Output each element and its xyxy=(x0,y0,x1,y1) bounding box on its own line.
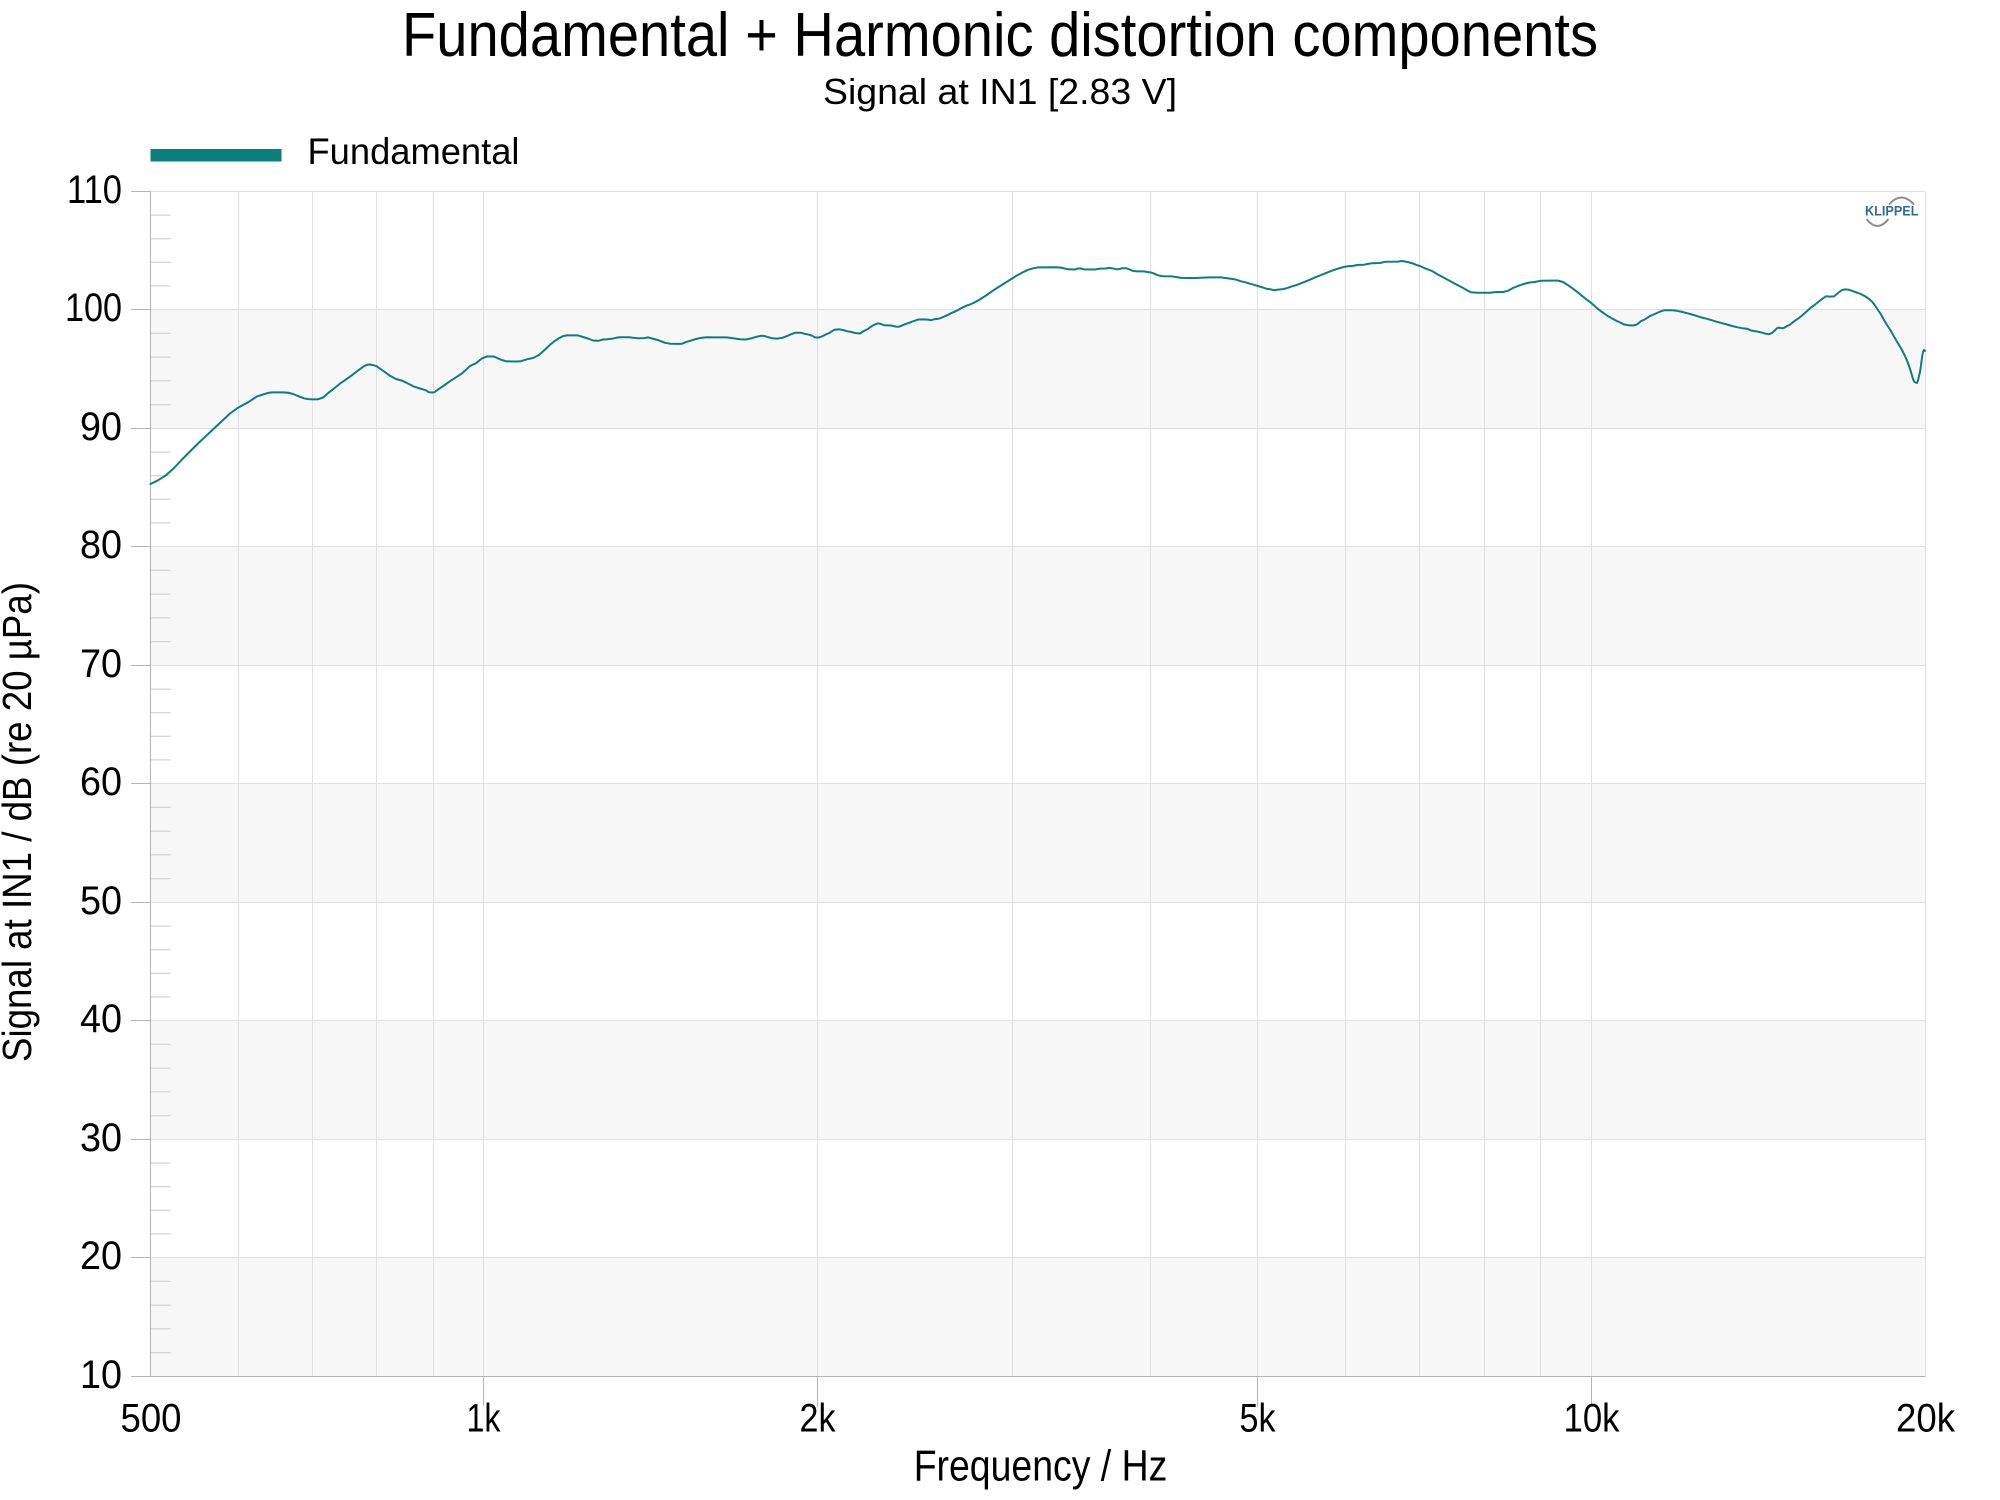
svg-text:30: 30 xyxy=(80,1116,122,1160)
svg-text:90: 90 xyxy=(80,405,122,449)
svg-text:110: 110 xyxy=(67,168,122,212)
svg-text:Frequency / Hz: Frequency / Hz xyxy=(914,1442,1168,1490)
svg-text:KLIPPEL: KLIPPEL xyxy=(1865,204,1919,220)
svg-text:5k: 5k xyxy=(1240,1397,1277,1441)
svg-text:20k: 20k xyxy=(1896,1397,1956,1441)
svg-text:Fundamental + Harmonic distort: Fundamental + Harmonic distortion compon… xyxy=(402,1,1598,70)
svg-text:100: 100 xyxy=(65,286,122,330)
svg-text:Signal at IN1 / dB (re 20 µPa): Signal at IN1 / dB (re 20 µPa) xyxy=(0,582,40,1062)
svg-text:50: 50 xyxy=(80,879,122,923)
svg-text:Fundamental: Fundamental xyxy=(308,130,520,172)
svg-text:Signal at IN1 [2.83 V]: Signal at IN1 [2.83 V] xyxy=(823,71,1177,112)
svg-text:20: 20 xyxy=(80,1234,122,1278)
svg-text:2k: 2k xyxy=(800,1397,837,1441)
svg-text:60: 60 xyxy=(80,760,122,804)
svg-text:40: 40 xyxy=(80,997,122,1041)
svg-text:70: 70 xyxy=(80,642,122,686)
svg-text:80: 80 xyxy=(80,523,122,567)
svg-text:10: 10 xyxy=(80,1353,122,1397)
svg-text:1k: 1k xyxy=(467,1397,502,1441)
svg-text:500: 500 xyxy=(121,1397,182,1441)
svg-text:10k: 10k xyxy=(1564,1397,1621,1441)
